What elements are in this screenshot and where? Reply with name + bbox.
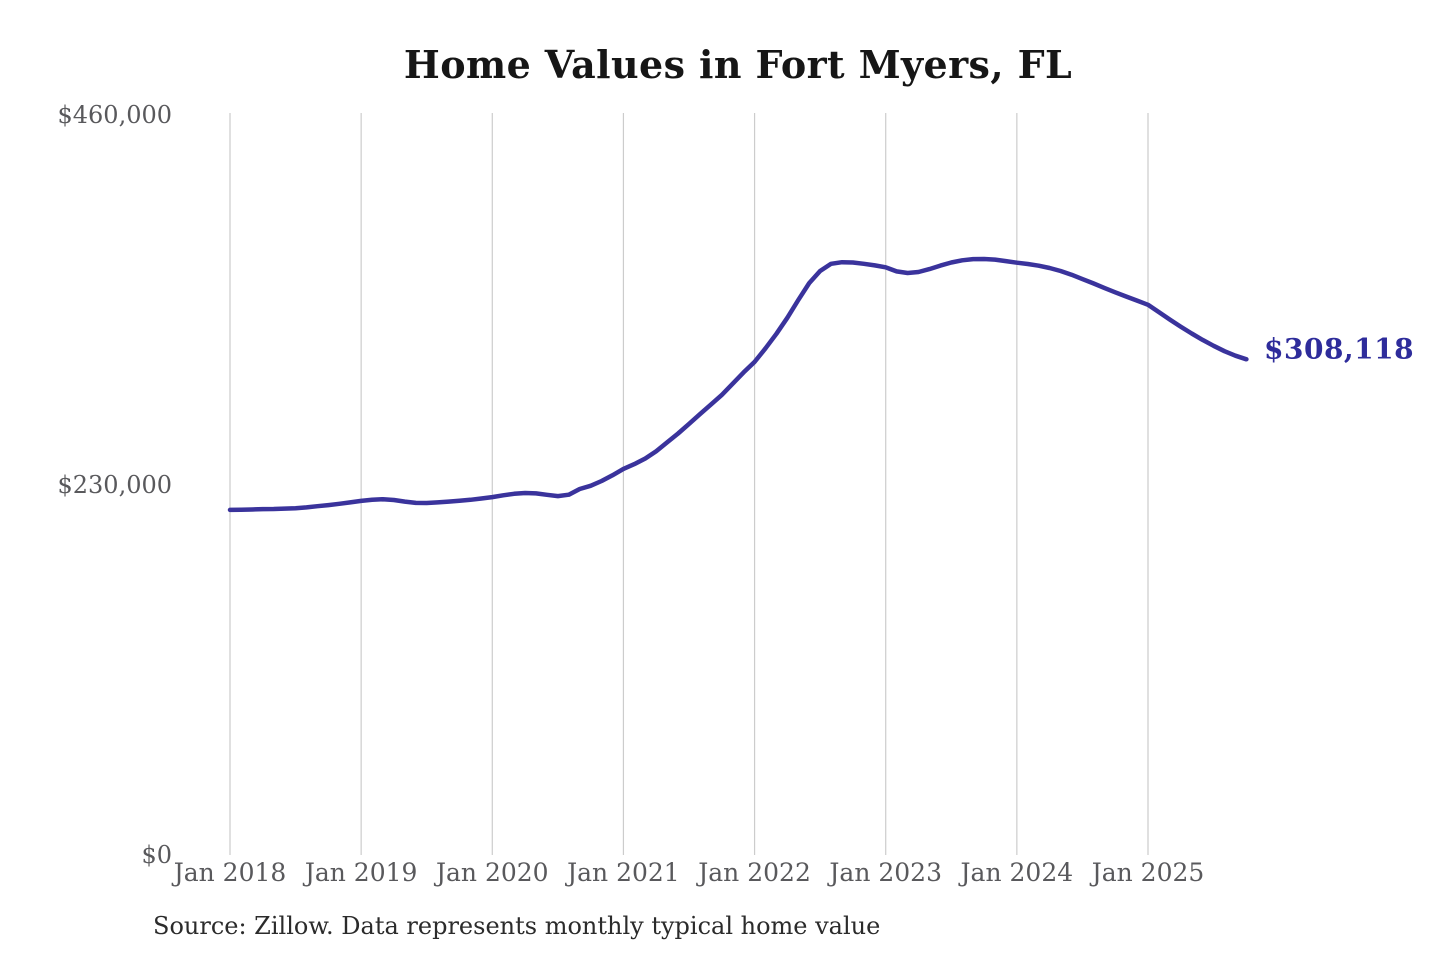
y-axis-label-0: $0 [141,841,172,869]
x-tick-label: Jan 2024 [960,858,1074,887]
home-value-line-series [227,256,1249,513]
chart-title: Home Values in Fort Myers, FL [403,42,1073,87]
y-axis-label-460000: $460,000 [57,101,172,129]
x-tick-label: Jan 2021 [567,858,680,887]
x-tick-label: Jan 2019 [304,858,418,887]
source-note: Source: Zillow. Data represents monthly … [153,912,881,940]
x-tick-label: Jan 2025 [1091,858,1205,887]
x-tick-label: Jan 2023 [829,858,943,887]
y-axis-label-230000: $230,000 [57,471,172,499]
x-tick-label: Jan 2020 [435,858,549,887]
latest-value-label: $308,118 [1264,332,1415,366]
x-tick-label: Jan 2018 [173,858,287,887]
x-tick-label: Jan 2022 [698,858,811,887]
